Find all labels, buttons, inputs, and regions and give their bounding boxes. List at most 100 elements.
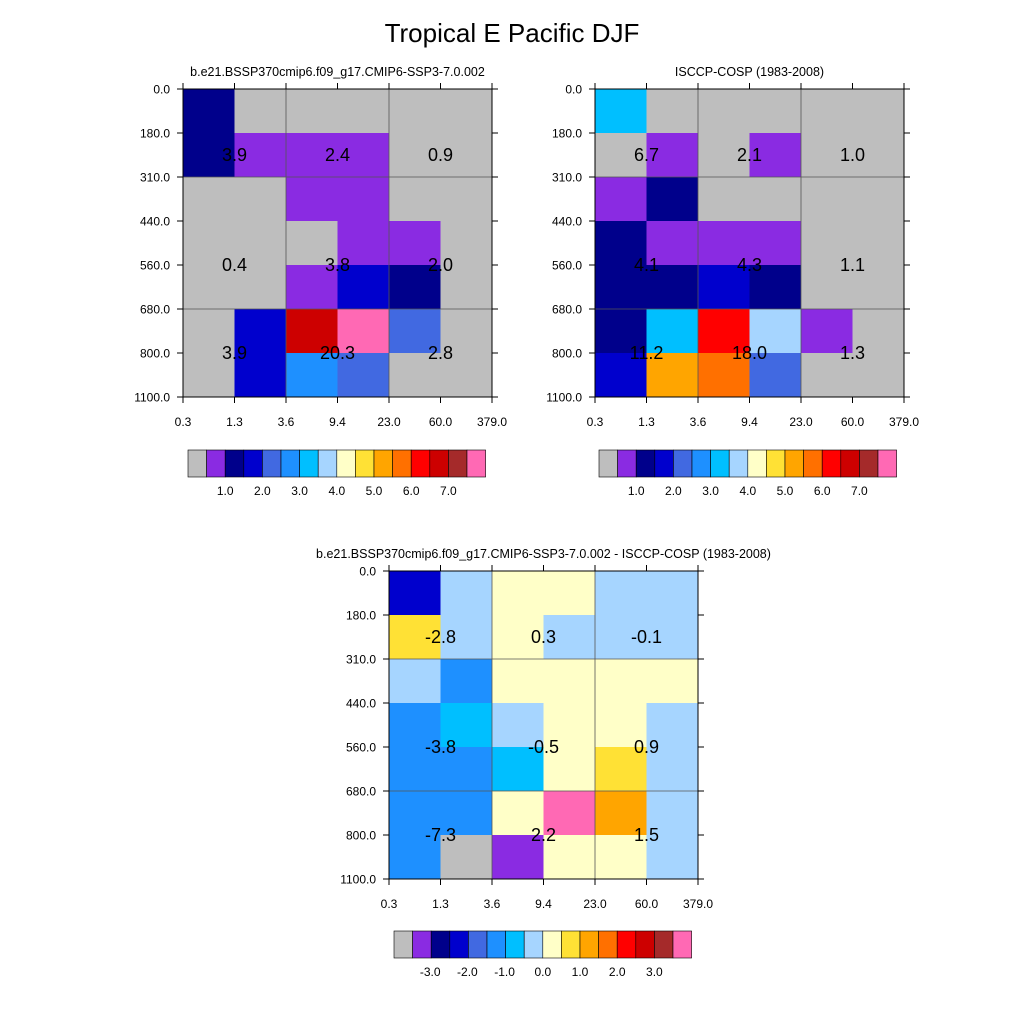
heatmap-panel-3: b.e21.BSSP370cmip6.f09_g17.CMIP6-SSP3-7.… bbox=[316, 547, 771, 979]
heatmap-cell bbox=[749, 89, 802, 134]
heatmap-cell bbox=[543, 791, 596, 836]
heatmap-cell bbox=[183, 221, 235, 266]
cell-value-label: 1.5 bbox=[634, 825, 659, 845]
heatmap-cell bbox=[389, 835, 441, 880]
heatmap-panel-1: b.e21.BSSP370cmip6.f09_g17.CMIP6-SSP3-7.… bbox=[134, 65, 507, 498]
heatmap-cell bbox=[801, 353, 853, 398]
y-tick-label: 800.0 bbox=[346, 829, 376, 843]
colorbar-swatch bbox=[393, 930, 413, 959]
heatmap-cell bbox=[852, 221, 905, 266]
y-tick-label: 800.0 bbox=[140, 347, 170, 361]
heatmap-cell bbox=[852, 353, 905, 398]
heatmap-cell bbox=[389, 791, 441, 836]
x-tick-label: 379.0 bbox=[477, 415, 507, 429]
heatmap-cell bbox=[543, 615, 596, 660]
colorbar-swatch bbox=[821, 449, 842, 478]
heatmap-cell bbox=[440, 615, 493, 660]
x-tick-label: 23.0 bbox=[583, 897, 607, 911]
heatmap-cell bbox=[749, 133, 802, 178]
colorbar-swatch bbox=[392, 449, 412, 478]
heatmap-cell bbox=[440, 89, 493, 134]
heatmap-cell bbox=[492, 835, 544, 880]
heatmap-cell bbox=[234, 133, 287, 178]
heatmap-cell bbox=[234, 353, 287, 398]
colorbar-swatch bbox=[505, 930, 525, 959]
colorbar-swatch bbox=[466, 449, 486, 478]
cell-value-label: 0.9 bbox=[634, 737, 659, 757]
heatmap-cell bbox=[646, 353, 699, 398]
cell-value-label: 1.3 bbox=[840, 343, 865, 363]
heatmap-cell bbox=[698, 265, 750, 310]
heatmap-cell bbox=[801, 177, 853, 222]
x-tick-label: 3.6 bbox=[278, 415, 295, 429]
heatmap-cell bbox=[286, 177, 338, 222]
colorbar-swatch bbox=[877, 449, 897, 478]
colorbar-swatch bbox=[840, 449, 860, 478]
heatmap-cell bbox=[492, 615, 544, 660]
heatmap-cell bbox=[595, 703, 647, 748]
heatmap-cell bbox=[749, 353, 802, 398]
colorbar-label: 3.0 bbox=[291, 484, 308, 498]
heatmap-cell bbox=[440, 747, 493, 792]
heatmap-cell bbox=[440, 835, 493, 880]
cell-value-label: 2.2 bbox=[531, 825, 556, 845]
panel-title: b.e21.BSSP370cmip6.f09_g17.CMIP6-SSP3-7.… bbox=[316, 547, 771, 561]
heatmap-cell bbox=[852, 89, 905, 134]
heatmap-cell bbox=[801, 309, 853, 354]
heatmap-cell bbox=[234, 265, 287, 310]
colorbar-label: 5.0 bbox=[777, 484, 794, 498]
cell-value-label: -3.8 bbox=[425, 737, 456, 757]
y-tick-label: 310.0 bbox=[346, 653, 376, 667]
cell-value-label: 2.0 bbox=[428, 255, 453, 275]
y-tick-label: 1100.0 bbox=[134, 391, 170, 405]
y-tick-label: 1100.0 bbox=[340, 873, 376, 887]
colorbar-swatch bbox=[598, 449, 618, 478]
colorbar-swatch bbox=[635, 449, 656, 478]
heatmap-cell bbox=[492, 703, 544, 748]
heatmap-cell bbox=[749, 221, 802, 266]
heatmap-cell bbox=[389, 133, 441, 178]
x-tick-label: 60.0 bbox=[429, 415, 453, 429]
heatmap-cell bbox=[646, 133, 699, 178]
y-tick-label: 440.0 bbox=[140, 215, 170, 229]
colorbar-swatch bbox=[224, 449, 245, 478]
colorbar-label: 1.0 bbox=[217, 484, 234, 498]
heatmap-cell bbox=[801, 89, 853, 134]
heatmap-cell bbox=[698, 133, 750, 178]
colorbar-swatch bbox=[355, 449, 375, 478]
heatmap-cell bbox=[595, 615, 647, 660]
y-tick-label: 560.0 bbox=[140, 259, 170, 273]
heatmap-cell bbox=[337, 265, 390, 310]
colorbar-swatch bbox=[299, 449, 319, 478]
heatmap-cell bbox=[286, 221, 338, 266]
heatmap-cell bbox=[698, 309, 750, 354]
colorbar-label: 1.0 bbox=[572, 965, 589, 979]
heatmap-cell bbox=[646, 659, 699, 704]
colorbar-swatch bbox=[410, 449, 431, 478]
colorbar-swatch bbox=[673, 449, 693, 478]
cell-value-label: 2.4 bbox=[325, 145, 350, 165]
colorbar-label: 4.0 bbox=[739, 484, 756, 498]
heatmap-cell bbox=[440, 221, 493, 266]
colorbar-label: 7.0 bbox=[440, 484, 457, 498]
x-tick-label: 1.3 bbox=[638, 415, 655, 429]
colorbar-swatch bbox=[429, 449, 449, 478]
heatmap-cell bbox=[183, 353, 235, 398]
cell-value-label: -0.5 bbox=[528, 737, 559, 757]
cell-value-label: 20.3 bbox=[320, 343, 355, 363]
colorbar-label: 1.0 bbox=[628, 484, 645, 498]
heatmap-cell bbox=[234, 221, 287, 266]
x-tick-label: 379.0 bbox=[889, 415, 919, 429]
heatmap-cell bbox=[183, 89, 235, 134]
heatmap-cell bbox=[389, 89, 441, 134]
y-tick-label: 180.0 bbox=[140, 127, 170, 141]
heatmap-cell bbox=[286, 265, 338, 310]
heatmap-cell bbox=[492, 791, 544, 836]
cell-value-label: 6.7 bbox=[634, 145, 659, 165]
heatmap-cell bbox=[646, 89, 699, 134]
colorbar-swatch bbox=[803, 449, 823, 478]
y-tick-label: 0.0 bbox=[359, 565, 376, 579]
heatmap-cell bbox=[286, 353, 338, 398]
x-tick-label: 60.0 bbox=[841, 415, 865, 429]
